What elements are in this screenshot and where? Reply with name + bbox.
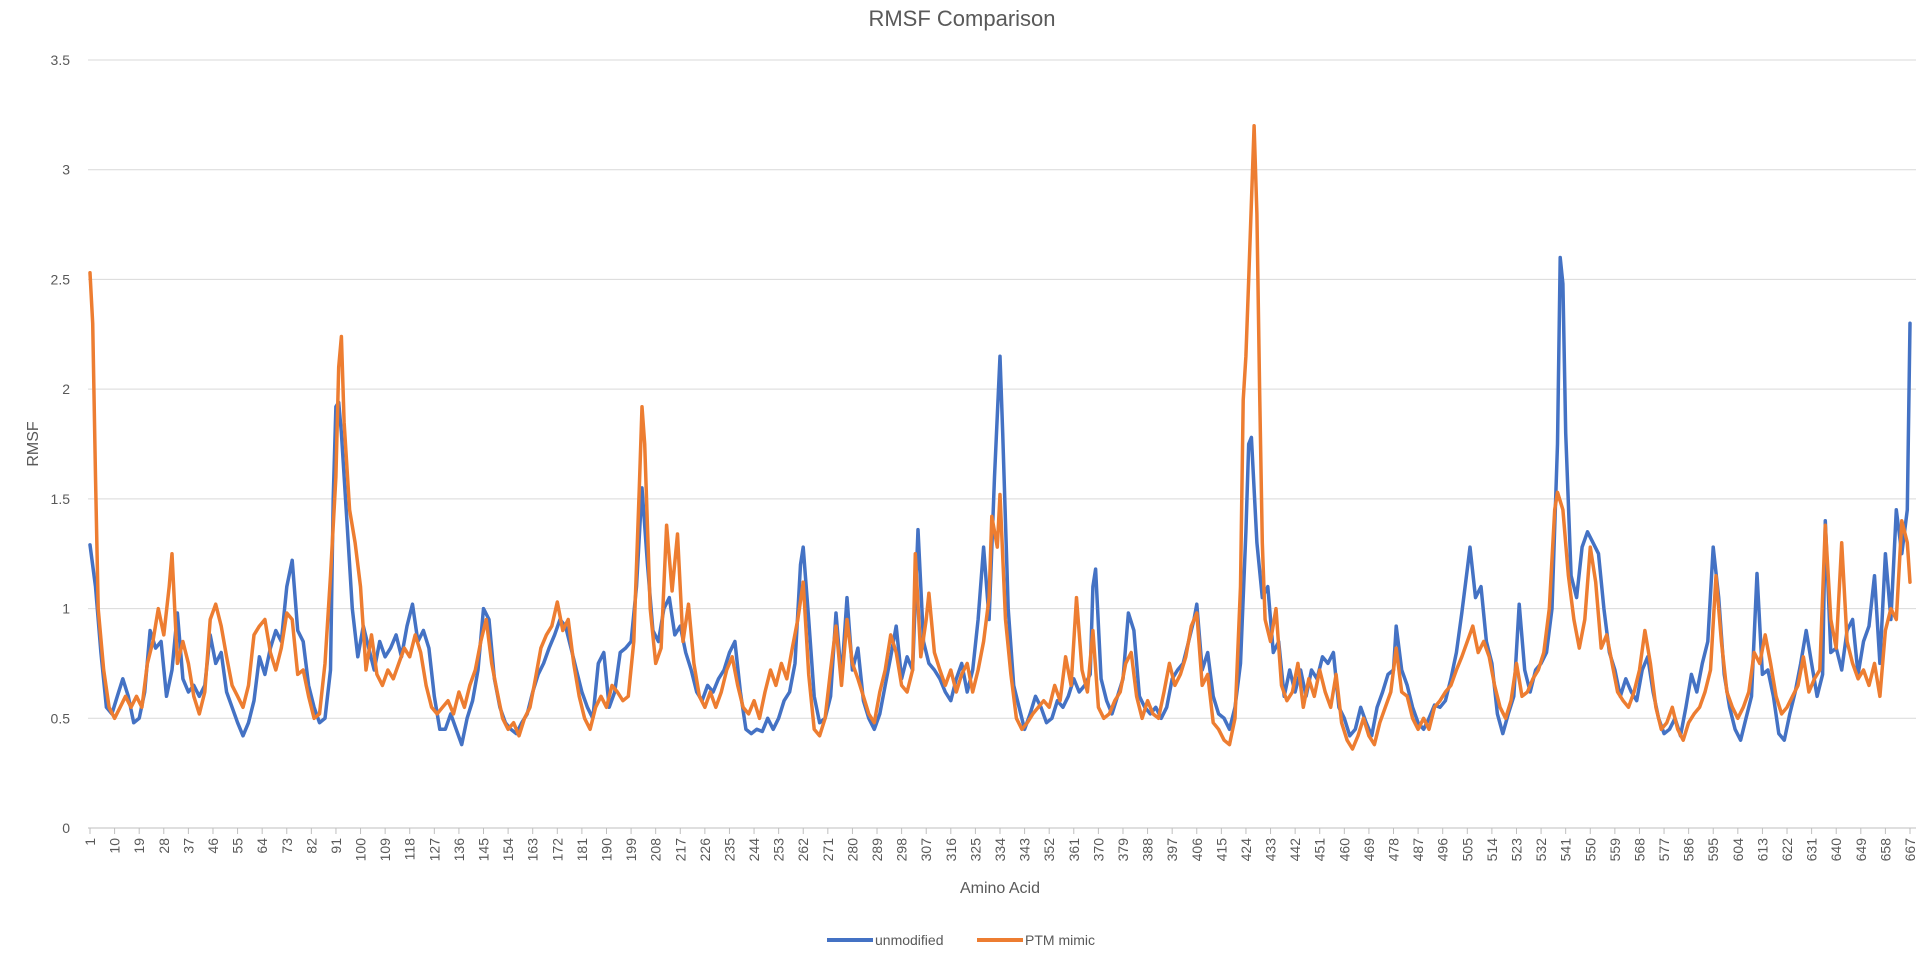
x-tick-label: 334 (992, 838, 1008, 862)
y-tick-label: 0 (62, 820, 70, 836)
x-tick-label: 136 (451, 838, 467, 862)
x-tick-label: 217 (672, 838, 688, 862)
x-tick-label: 226 (697, 838, 713, 862)
x-tick-label: 415 (1213, 838, 1229, 862)
x-tick-label: 433 (1263, 838, 1279, 862)
x-tick-label: 622 (1779, 838, 1795, 862)
x-tick-label: 496 (1435, 838, 1451, 862)
y-tick-label: 2.5 (51, 271, 71, 287)
x-tick-label: 469 (1361, 838, 1377, 862)
x-tick-label: 73 (279, 838, 295, 854)
x-tick-label: 19 (131, 838, 147, 854)
x-tick-label: 154 (500, 838, 516, 862)
x-tick-label: 451 (1312, 838, 1328, 862)
x-tick-label: 55 (230, 838, 246, 854)
y-tick-label: 2 (62, 381, 70, 397)
x-tick-label: 271 (820, 838, 836, 862)
x-tick-label: 307 (918, 838, 934, 862)
x-tick-label: 460 (1336, 838, 1352, 862)
y-tick-label: 1 (62, 601, 70, 617)
x-tick-label: 82 (303, 838, 319, 854)
x-tick-label: 190 (598, 838, 614, 862)
x-tick-label: 280 (844, 838, 860, 862)
x-tick-label: 28 (156, 838, 172, 854)
x-tick-label: 568 (1631, 838, 1647, 862)
x-tick-label: 631 (1804, 838, 1820, 862)
x-tick-label: 406 (1189, 838, 1205, 862)
x-tick-label: 298 (894, 838, 910, 862)
x-tick-label: 424 (1238, 838, 1254, 862)
x-tick-label: 370 (1090, 838, 1106, 862)
y-axis-title: RMSF (25, 421, 42, 467)
x-tick-label: 181 (574, 838, 590, 862)
x-tick-label: 523 (1508, 838, 1524, 862)
x-tick-label: 46 (205, 838, 221, 854)
x-tick-label: 199 (623, 838, 639, 862)
y-tick-label: 0.5 (51, 710, 71, 726)
x-tick-label: 325 (967, 838, 983, 862)
x-tick-label: 541 (1558, 838, 1574, 862)
y-tick-label: 3 (62, 162, 70, 178)
x-tick-label: 253 (771, 838, 787, 862)
x-tick-label: 172 (549, 838, 565, 862)
gridlines (88, 59, 1916, 719)
x-tick-label: 1 (82, 838, 98, 846)
x-tick-label: 208 (648, 838, 664, 862)
x-tick-label: 64 (254, 838, 270, 854)
x-tick-label: 10 (107, 838, 123, 854)
x-tick-label: 577 (1656, 838, 1672, 862)
x-tick-label: 109 (377, 838, 393, 862)
x-tick-label: 604 (1730, 838, 1746, 862)
x-tick-label: 118 (402, 838, 418, 861)
x-tick-label: 379 (1115, 838, 1131, 862)
x-tick-label: 163 (525, 838, 541, 862)
legend-label: unmodified (875, 932, 944, 948)
x-tick-label: 100 (353, 838, 369, 862)
x-tick-label: 145 (476, 838, 492, 862)
x-tick-label: 262 (795, 838, 811, 862)
x-axis-ticks: 1 10 19 28 37 46 55 64 73 82 91 100 109 118 127 136 145 1… (82, 828, 1918, 861)
x-tick-label: 595 (1705, 838, 1721, 862)
x-tick-label: 487 (1410, 838, 1426, 862)
series-line-ptm-mimic (88, 124, 1912, 751)
x-tick-label: 289 (869, 838, 885, 862)
series-line-unmodified (88, 255, 1912, 747)
x-tick-label: 361 (1066, 838, 1082, 862)
x-tick-label: 316 (943, 838, 959, 862)
x-tick-label: 613 (1754, 838, 1770, 862)
x-tick-label: 640 (1828, 838, 1844, 862)
x-tick-label: 37 (180, 838, 196, 854)
x-tick-label: 550 (1582, 838, 1598, 862)
x-tick-label: 586 (1681, 838, 1697, 862)
x-tick-label: 559 (1607, 838, 1623, 862)
x-tick-label: 343 (1017, 838, 1033, 862)
series-lines (88, 124, 1912, 751)
y-tick-label: 1.5 (51, 491, 71, 507)
y-tick-label: 3.5 (51, 52, 71, 68)
x-tick-label: 532 (1533, 838, 1549, 862)
x-tick-label: 478 (1386, 838, 1402, 862)
y-axis-ticks: 0 0.5 1 1.5 2 2.5 3 3.5 (51, 52, 71, 836)
x-tick-label: 514 (1484, 838, 1500, 862)
chart-title: RMSF Comparison (868, 6, 1055, 31)
x-tick-label: 388 (1140, 838, 1156, 862)
legend: unmodified PTM mimic (827, 932, 1095, 948)
x-tick-label: 397 (1164, 838, 1180, 862)
x-tick-label: 91 (328, 838, 344, 854)
x-tick-label: 649 (1853, 838, 1869, 862)
x-tick-label: 352 (1041, 838, 1057, 862)
x-tick-label: 244 (746, 838, 762, 862)
x-tick-label: 127 (426, 838, 442, 862)
x-tick-label: 235 (721, 838, 737, 862)
x-tick-label: 505 (1459, 838, 1475, 862)
x-tick-label: 442 (1287, 838, 1303, 862)
x-tick-label: 658 (1877, 838, 1893, 862)
legend-label: PTM mimic (1025, 932, 1095, 948)
x-tick-label: 667 (1902, 838, 1918, 862)
x-axis-title: Amino Acid (960, 880, 1040, 897)
